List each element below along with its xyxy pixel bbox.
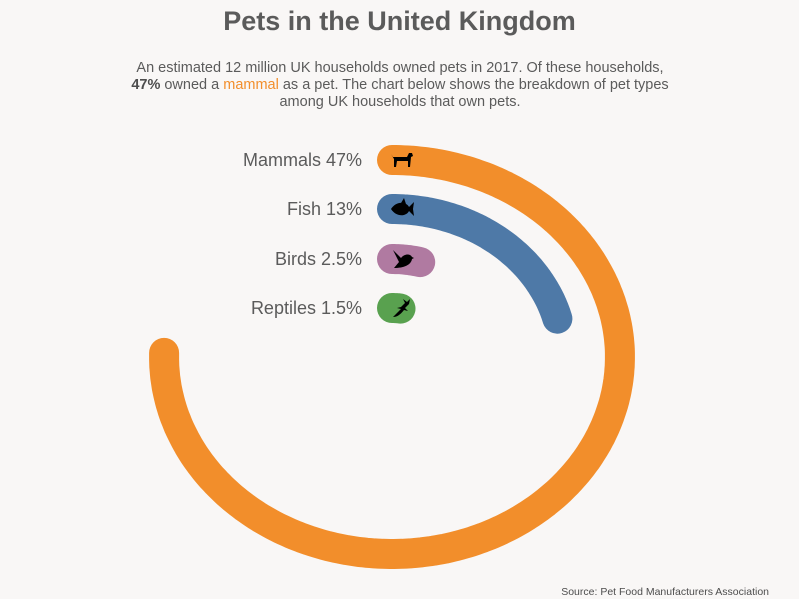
fish-icon [391, 198, 414, 216]
source-note: Source: Pet Food Manufacturers Associati… [561, 586, 769, 598]
lizard-icon [393, 299, 410, 317]
subtitle-text: as a pet. The chart below shows the brea… [278, 77, 669, 110]
subtitle-text: An estimated 12 million UK households ow… [136, 60, 664, 76]
bar-mammals [149, 145, 635, 569]
bird-icon [393, 250, 414, 268]
bar-label: Fish 13% [287, 199, 362, 219]
bar-label: Birds 2.5% [275, 249, 362, 269]
chart-title: Pets in the United Kingdom [223, 6, 576, 36]
subtitle-text: owned a [160, 77, 224, 93]
bar-label: Mammals 47% [243, 150, 362, 170]
dog-icon [391, 153, 413, 167]
subtitle-highlight: mammal [223, 77, 279, 93]
bar-label: Reptiles 1.5% [251, 298, 362, 318]
bar-fish [377, 194, 573, 334]
subtitle-bold: 47% [131, 77, 161, 93]
chart-subtitle: An estimated 12 million UK households ow… [130, 60, 670, 111]
